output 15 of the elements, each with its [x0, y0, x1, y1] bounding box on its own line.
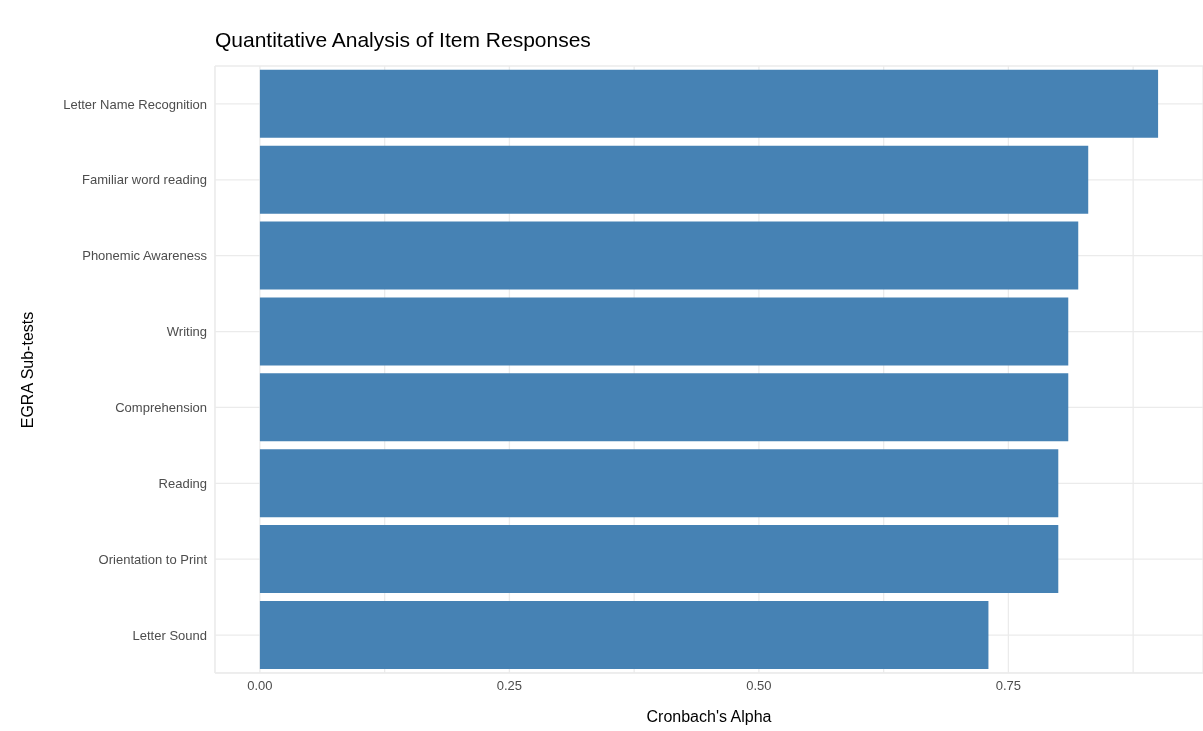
y-tick-label: Orientation to Print — [98, 551, 208, 567]
x-axis-title: Cronbach's Alpha — [645, 708, 773, 726]
y-tick-label: Familiar word reading — [82, 172, 207, 188]
y-axis-title: EGRA Sub-tests — [19, 311, 37, 429]
y-tick-label: Comprehension — [115, 400, 207, 416]
chart-title: Quantitative Analysis of Item Responses — [215, 28, 591, 52]
x-tick-label: 0.50 — [746, 678, 772, 694]
y-tick-label: Writing — [166, 324, 207, 340]
x-tick-label: 0.00 — [247, 678, 273, 694]
y-tick-label: Reading — [158, 475, 207, 491]
y-tick-label: Phonemic Awareness — [82, 248, 208, 264]
y-tick-label: Letter Name Recognition — [63, 96, 207, 112]
x-tick-label: 0.25 — [496, 678, 523, 694]
x-tick-label: 0.75 — [995, 678, 1022, 694]
y-tick-label: Letter Sound — [132, 627, 207, 643]
